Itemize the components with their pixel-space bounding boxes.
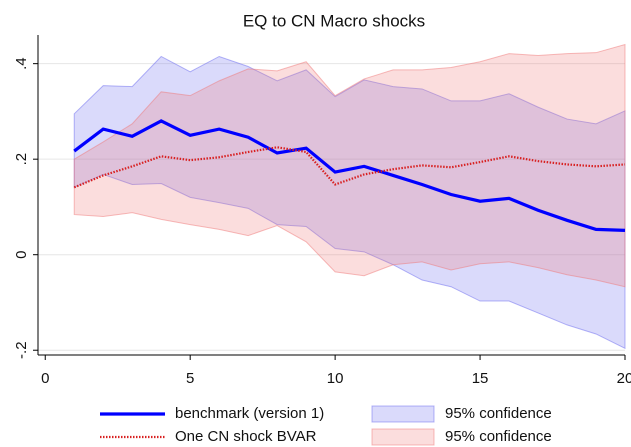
- x-tick-label: 15: [472, 370, 489, 387]
- legend-swatch: [371, 428, 435, 446]
- legend-label: 95% confidence: [445, 428, 552, 445]
- legend-label: 95% confidence: [445, 405, 552, 422]
- legend-label: One CN shock BVAR: [175, 428, 317, 445]
- y-tick-label: -.2: [13, 341, 30, 359]
- legend-label: benchmark (version 1): [175, 405, 324, 422]
- chart-title: EQ to CN Macro shocks: [243, 11, 425, 30]
- y-tick-label: .2: [13, 153, 30, 166]
- y-tick-label: .4: [13, 57, 30, 70]
- confidence-band: [73, 43, 626, 288]
- x-tick-label: 20: [617, 370, 631, 387]
- series-line: [73, 146, 626, 189]
- y-tick-label: 0: [13, 251, 30, 259]
- legend-swatch: [371, 405, 435, 423]
- x-tick-label: 5: [186, 370, 194, 387]
- x-tick-label: 0: [41, 370, 49, 387]
- x-tick-label: 10: [327, 370, 344, 387]
- series-line: [73, 119, 626, 232]
